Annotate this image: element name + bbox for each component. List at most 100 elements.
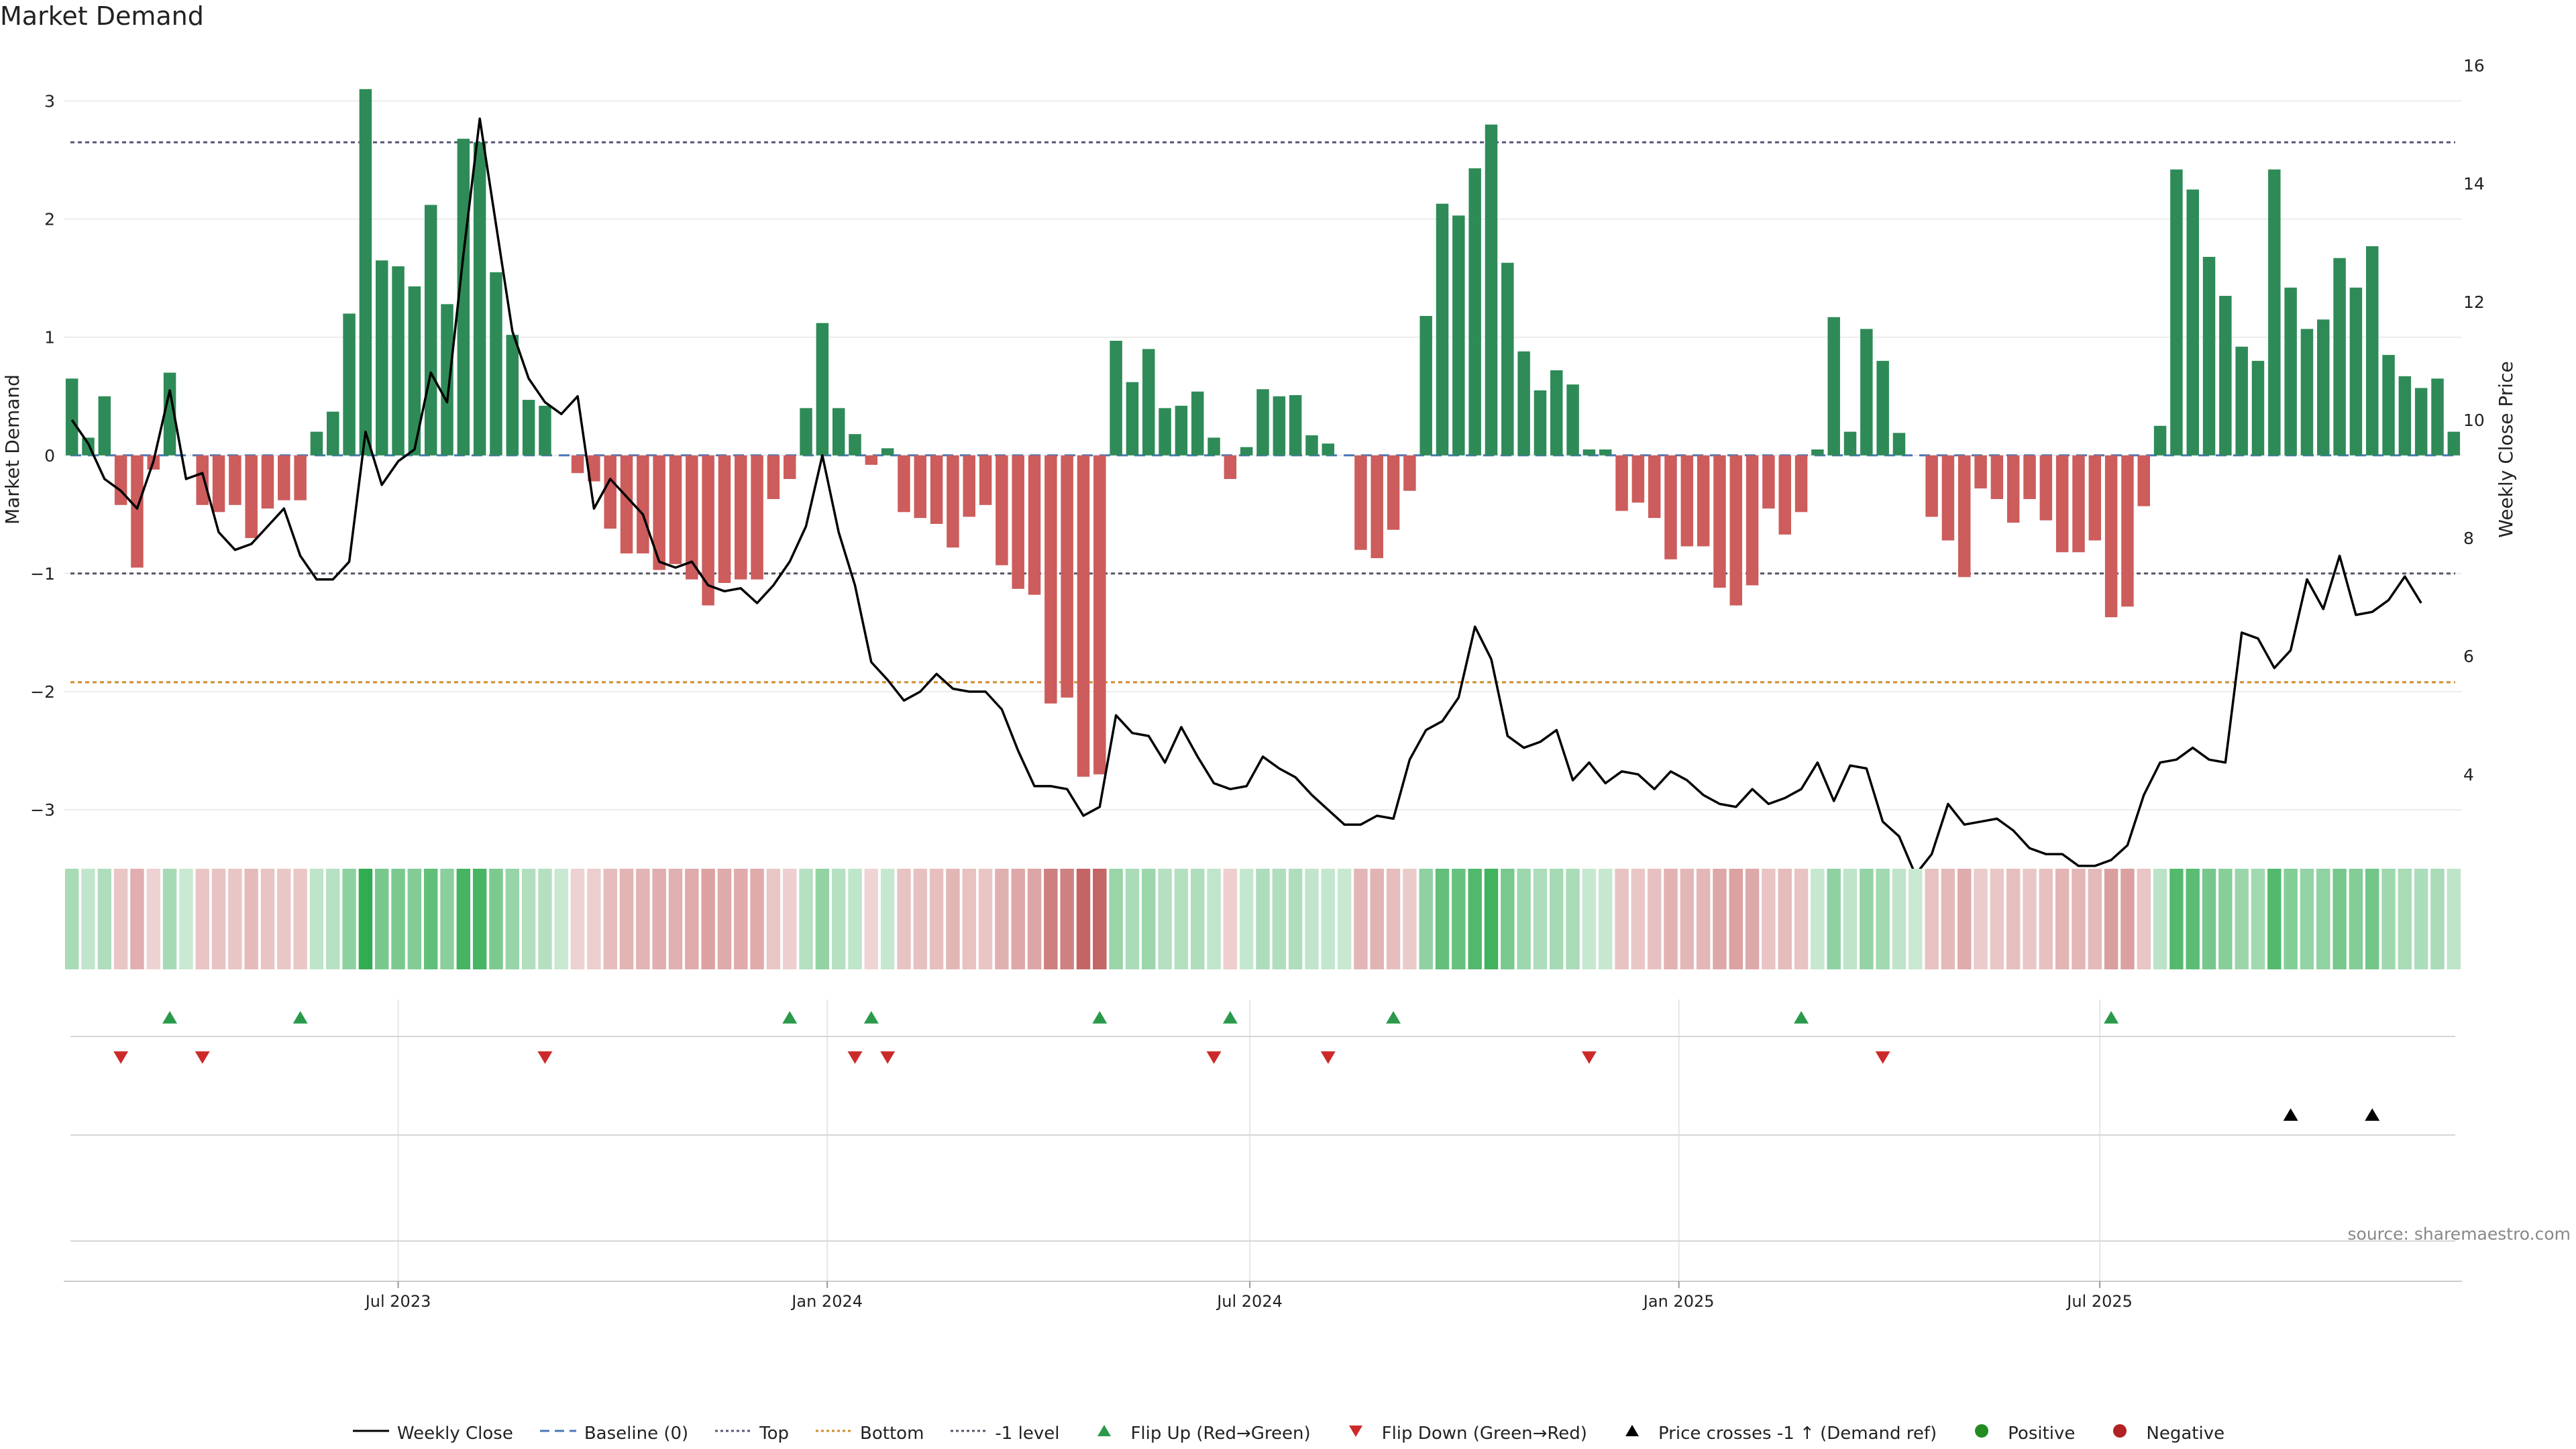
heat-cell (358, 869, 373, 969)
grid-lines (64, 100, 2462, 1282)
heat-cell (2349, 869, 2363, 969)
heat-cell (1027, 869, 1042, 969)
heat-cell (195, 869, 209, 969)
demand-bar (2170, 169, 2183, 455)
legend-item: Positive (1962, 1422, 2075, 1444)
demand-bar (2414, 388, 2428, 455)
heat-cell (848, 869, 862, 969)
heat-cell (2088, 869, 2102, 969)
y2-tick-label: 10 (2463, 411, 2485, 430)
heat-cell (734, 869, 748, 969)
heat-cell (1599, 869, 1613, 969)
demand-bar (1436, 203, 1449, 455)
demand-bar (1860, 329, 1873, 455)
heat-cell (1044, 869, 1058, 969)
demand-bar (1126, 382, 1139, 455)
demand-bar (2039, 455, 2053, 521)
demand-bar (506, 335, 519, 455)
heat-cell (1957, 869, 1972, 969)
heat-cell (1403, 869, 1417, 969)
demand-bar (245, 455, 258, 539)
flip-down-marker (1875, 1051, 1890, 1064)
demand-bar (1517, 351, 1530, 455)
legend-symbol (1085, 1422, 1124, 1444)
flip-up-marker (1794, 1011, 1809, 1024)
demand-bar (751, 455, 763, 580)
demand-bar (392, 266, 405, 455)
heat-cell (1664, 869, 1678, 969)
demand-bar (65, 378, 78, 455)
demand-bar (1746, 455, 1759, 586)
demand-bar (2186, 189, 2199, 455)
heat-cell (1419, 869, 1433, 969)
heat-cell (2430, 869, 2445, 969)
demand-bar (473, 142, 486, 455)
demand-bar (1729, 455, 1743, 606)
y-axis-label: Market Demand (1, 374, 23, 525)
signal-markers (113, 1011, 2380, 1121)
demand-bar (2333, 258, 2346, 455)
demand-bar (2104, 455, 2118, 618)
demand-bar (163, 372, 176, 455)
demand-bar (1256, 389, 1269, 455)
demand-bar (832, 408, 845, 455)
heat-cell (179, 869, 193, 969)
demand-bar (1110, 340, 1122, 455)
heat-cell (2039, 869, 2053, 969)
demand-bar (1485, 124, 1498, 455)
legend-symbol (1962, 1422, 2001, 1444)
demand-bar (2349, 287, 2363, 455)
demand-bar (1892, 433, 1906, 455)
heat-cell (1501, 869, 1515, 969)
demand-bar (278, 455, 290, 500)
heat-cell (1582, 869, 1597, 969)
heat-cell (1909, 869, 1923, 969)
legend-symbol (539, 1422, 578, 1444)
demand-bar (2153, 425, 2167, 455)
heat-cell (1729, 869, 1743, 969)
heat-cell (815, 869, 830, 969)
heat-cell (2414, 869, 2428, 969)
heat-cell (2186, 869, 2200, 969)
y2-tick-label: 12 (2463, 292, 2485, 312)
demand-bar (1159, 408, 1171, 455)
demand-bar (1273, 396, 1286, 455)
heat-cell (1452, 869, 1466, 969)
heat-cell (375, 869, 389, 969)
heat-cell (456, 869, 471, 969)
heat-cell (2316, 869, 2330, 969)
legend-label: Positive (2008, 1423, 2076, 1444)
heat-cell (1109, 869, 1123, 969)
demand-bar (310, 431, 323, 455)
legend: Weekly Close Baseline (0) Top Bottom -1 leve… (0, 1422, 2576, 1444)
demand-bar (1501, 262, 1514, 455)
demand-bar (1028, 455, 1041, 595)
legend-symbol (1336, 1422, 1375, 1444)
legend-label: Baseline (0) (584, 1423, 689, 1444)
demand-bar (1550, 370, 1563, 455)
heat-cell (1468, 869, 1482, 969)
demand-bar (898, 455, 910, 513)
heat-cell (2398, 869, 2412, 969)
demand-bar (1582, 449, 1596, 455)
demand-bar (963, 455, 975, 517)
demand-bar (1468, 168, 1481, 455)
demand-bar (620, 455, 633, 553)
demand-bar (1142, 349, 1155, 455)
heat-cell (2251, 869, 2265, 969)
heat-cell (1990, 869, 2004, 969)
heat-cell (2381, 869, 2396, 969)
demand-bar (1941, 455, 1955, 541)
heat-cell (1272, 869, 1287, 969)
demand-bar (1240, 447, 1253, 455)
demand-heat-strip (64, 869, 2461, 969)
flip-up-marker (1386, 1011, 1401, 1024)
demand-bar (2072, 455, 2085, 553)
legend-item: Top (714, 1422, 789, 1444)
heat-cell (1093, 869, 1107, 969)
demand-bar (1044, 455, 1057, 704)
legend-symbol (949, 1422, 988, 1444)
demand-bar (1827, 317, 1840, 455)
heat-cell (783, 869, 797, 969)
price-cross-marker (2283, 1108, 2298, 1121)
